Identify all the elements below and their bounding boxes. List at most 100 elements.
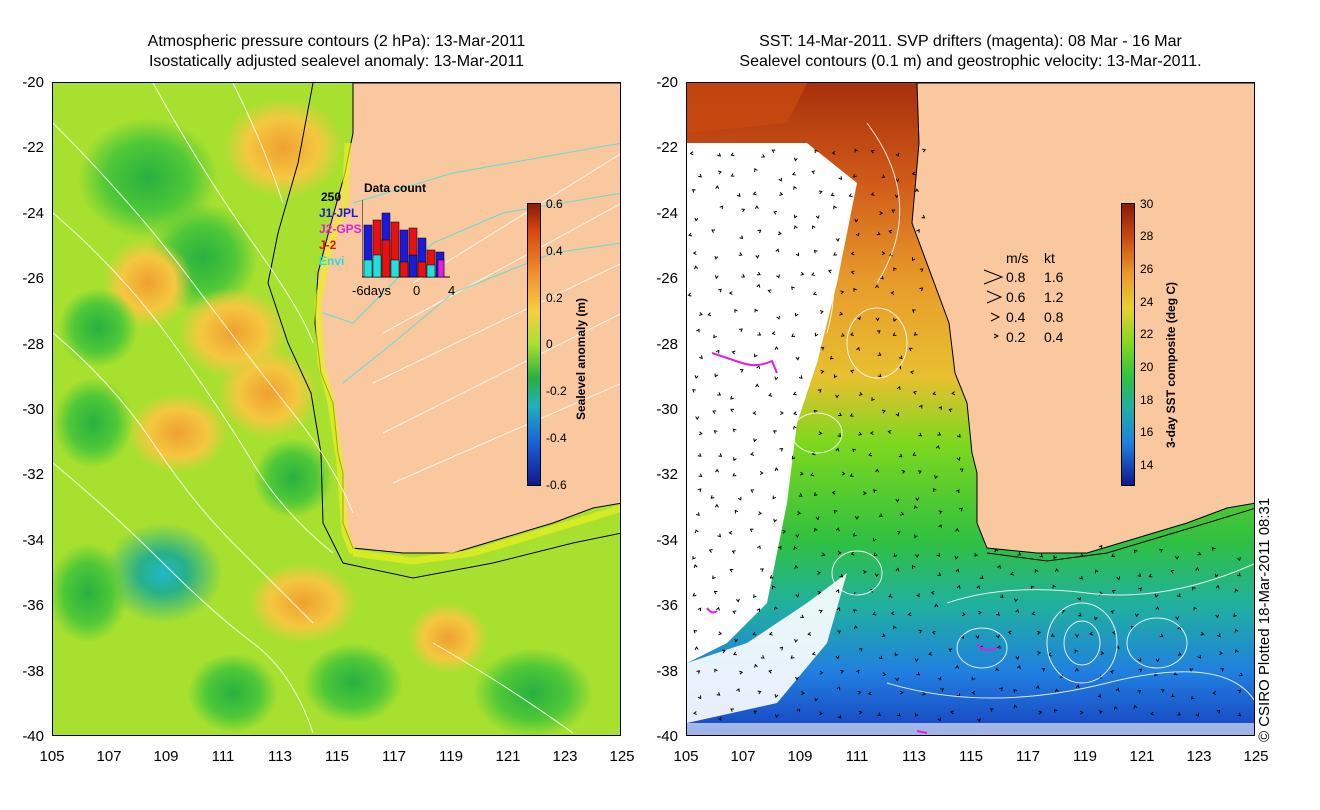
velocity-arrow [738, 252, 743, 256]
velocity-arrow [1054, 568, 1059, 572]
x-tick: 109 [787, 748, 813, 765]
velocity-arrow [771, 585, 776, 590]
colorbar-tick: 0.4 [546, 244, 563, 258]
velocity-arrow [819, 310, 824, 314]
velocity-arrow [752, 411, 757, 416]
x-tick: 111 [211, 748, 235, 765]
velocity-arrow [916, 593, 920, 598]
y-tick: -24 [656, 205, 678, 222]
x-tick: 117 [1016, 748, 1040, 765]
velocity-arrow [867, 691, 872, 696]
velocity-arrow [1159, 549, 1164, 553]
velocity-arrow [955, 664, 960, 669]
velocity-arrow [1110, 610, 1115, 614]
velocity-arrow [954, 555, 959, 560]
velocity-arrow [692, 592, 697, 597]
velocity-arrow [857, 316, 861, 321]
velocity-arrow [757, 332, 762, 336]
velocity-arrow [791, 286, 795, 291]
velocity-arrow [1075, 634, 1079, 638]
velocity-arrow [732, 472, 737, 477]
velocity-arrow [918, 404, 923, 409]
velocity-arrow [707, 312, 712, 317]
sst-colorbar-title: 3-day SST composite (deg C) [1164, 281, 1178, 448]
x-tick: 115 [325, 748, 349, 765]
velocity-arrow [1075, 684, 1080, 689]
velocity-arrow [1189, 668, 1194, 672]
velocity-arrow [687, 292, 692, 297]
velocity-arrow [714, 668, 718, 673]
velocity-arrow [921, 214, 926, 219]
velocity-arrow [1053, 708, 1058, 713]
velocity-arrow [697, 488, 702, 492]
velocity-arrow [874, 573, 879, 578]
velocity-arrow [750, 452, 755, 456]
legend-kt-value: 0.4 [1044, 329, 1064, 345]
velocity-arrow [895, 498, 900, 503]
velocity-arrow [1133, 704, 1138, 709]
colorbar-tick: 20 [1140, 360, 1154, 374]
velocity-arrow [837, 630, 842, 635]
velocity-arrow [713, 430, 718, 434]
velocity-arrow [881, 409, 886, 414]
velocity-arrow [776, 274, 780, 279]
velocity-arrow [793, 214, 798, 219]
velocity-arrow [791, 333, 796, 338]
velocity-arrow [1177, 652, 1182, 656]
velocity-arrow [950, 710, 954, 715]
velocity-arrow [875, 284, 879, 289]
y-tick: -28 [22, 336, 44, 353]
velocity-arrow [717, 533, 722, 538]
velocity-arrow [817, 570, 821, 575]
velocity-arrow [758, 511, 763, 516]
velocity-arrow [1237, 557, 1241, 562]
velocity-arrow [833, 509, 838, 514]
velocity-arrow [1195, 566, 1200, 571]
velocity-arrow [1079, 575, 1083, 580]
velocity-arrow [714, 275, 719, 280]
velocity-arrow [870, 149, 875, 154]
velocity-arrow [922, 691, 927, 696]
y-tick: -36 [656, 597, 678, 614]
velocity-arrow [913, 505, 918, 510]
velocity-arrow [893, 317, 897, 322]
velocity-arrow [854, 148, 858, 153]
legend-ms-value: 0.4 [1006, 309, 1026, 325]
velocity-arrow [791, 171, 796, 176]
velocity-arrow [1050, 633, 1055, 637]
velocity-arrow [741, 208, 746, 213]
legend-kt-value: 1.6 [1044, 269, 1064, 285]
velocity-arrow [856, 346, 860, 351]
velocity-arrow [835, 237, 840, 242]
velocity-arrow [937, 432, 942, 436]
velocity-arrow [935, 445, 940, 449]
velocity-arrow [1175, 616, 1180, 621]
velocity-arrow [936, 553, 940, 557]
velocity-arrow [833, 205, 837, 210]
velocity-arrow [1094, 569, 1099, 574]
velocity-arrow [1237, 689, 1242, 694]
colorbar-tick: 28 [1140, 229, 1154, 243]
velocity-arrow [1239, 672, 1244, 677]
velocity-arrow [1155, 606, 1160, 611]
velocity-arrow [1137, 573, 1142, 577]
velocity-arrow [815, 215, 820, 220]
velocity-arrow [795, 593, 800, 598]
velocity-arrow [916, 671, 921, 676]
velocity-arrow [768, 669, 773, 674]
velocity-arrow [793, 425, 797, 430]
velocity-arrow [907, 612, 912, 617]
velocity-arrow [753, 663, 758, 668]
velocity-arrow [698, 173, 702, 178]
inset-bars [362, 200, 450, 278]
colorbar-tick: 0 [546, 337, 553, 351]
velocity-arrow [697, 607, 702, 612]
velocity-arrow [771, 149, 776, 153]
sst-map [686, 82, 1255, 736]
velocity-arrow [835, 447, 840, 452]
velocity-arrow [819, 670, 824, 675]
velocity-arrow [850, 251, 855, 256]
legend-ms-value: 0.6 [1006, 289, 1026, 305]
velocity-arrow [793, 411, 798, 416]
velocity-arrow [919, 268, 924, 273]
